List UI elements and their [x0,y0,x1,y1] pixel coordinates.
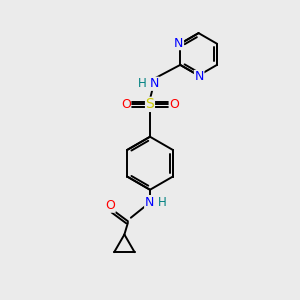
Text: H: H [158,196,167,208]
Text: S: S [146,98,154,111]
Text: O: O [105,199,115,212]
Text: N: N [150,77,159,90]
Text: O: O [121,98,131,111]
Text: N: N [145,196,154,208]
Text: N: N [174,37,183,50]
Text: N: N [194,70,204,83]
Text: H: H [137,77,146,90]
Text: O: O [169,98,179,111]
